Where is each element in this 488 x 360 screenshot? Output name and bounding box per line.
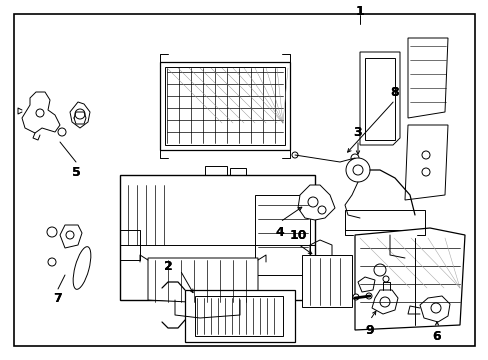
- Circle shape: [352, 294, 358, 300]
- Text: 5: 5: [71, 166, 80, 179]
- Bar: [345, 210, 424, 230]
- Circle shape: [373, 264, 385, 276]
- Text: 7: 7: [54, 292, 62, 305]
- Text: 5: 5: [71, 166, 80, 179]
- Polygon shape: [148, 258, 258, 305]
- Circle shape: [350, 154, 358, 162]
- Circle shape: [47, 227, 57, 237]
- Text: 8: 8: [390, 86, 399, 99]
- Polygon shape: [407, 38, 447, 118]
- Circle shape: [379, 297, 389, 307]
- Circle shape: [421, 151, 429, 159]
- Circle shape: [352, 165, 362, 175]
- Text: 10: 10: [289, 229, 306, 242]
- Circle shape: [365, 293, 371, 299]
- Polygon shape: [354, 228, 464, 330]
- Text: 7: 7: [54, 292, 62, 305]
- Circle shape: [430, 303, 440, 313]
- Polygon shape: [22, 92, 60, 133]
- Text: 1: 1: [355, 5, 364, 18]
- Bar: [195, 296, 283, 336]
- Circle shape: [346, 158, 369, 182]
- Text: 4: 4: [275, 225, 284, 239]
- Text: 9: 9: [365, 324, 373, 337]
- Polygon shape: [297, 185, 334, 220]
- Circle shape: [291, 152, 297, 158]
- Text: 6: 6: [432, 330, 440, 343]
- Circle shape: [36, 109, 44, 117]
- Bar: [120, 175, 314, 300]
- Circle shape: [421, 168, 429, 176]
- Text: 9: 9: [365, 324, 373, 337]
- Polygon shape: [357, 277, 374, 292]
- Circle shape: [58, 128, 66, 136]
- Text: 10: 10: [289, 229, 306, 242]
- Circle shape: [75, 109, 85, 119]
- Text: 3: 3: [353, 126, 362, 139]
- Bar: [364, 58, 394, 140]
- Circle shape: [66, 231, 74, 239]
- Bar: [160, 62, 289, 150]
- Bar: [184, 290, 294, 342]
- Text: 4: 4: [275, 225, 284, 239]
- Circle shape: [48, 258, 56, 266]
- Polygon shape: [404, 125, 447, 200]
- Circle shape: [382, 276, 388, 282]
- Polygon shape: [371, 290, 397, 314]
- Text: 1: 1: [355, 5, 364, 18]
- Text: 2: 2: [163, 261, 172, 274]
- Ellipse shape: [73, 247, 91, 289]
- Text: 6: 6: [432, 330, 440, 343]
- Text: 2: 2: [163, 261, 172, 274]
- Bar: [229, 168, 245, 179]
- Text: 3: 3: [353, 126, 362, 139]
- Circle shape: [307, 197, 317, 207]
- Polygon shape: [60, 225, 82, 248]
- Circle shape: [317, 206, 325, 214]
- Polygon shape: [419, 296, 449, 322]
- Polygon shape: [70, 102, 90, 128]
- Polygon shape: [359, 52, 399, 145]
- Bar: [164, 67, 285, 145]
- Bar: [302, 255, 351, 307]
- Bar: [204, 166, 226, 180]
- Bar: [254, 195, 309, 275]
- Text: 8: 8: [390, 86, 399, 99]
